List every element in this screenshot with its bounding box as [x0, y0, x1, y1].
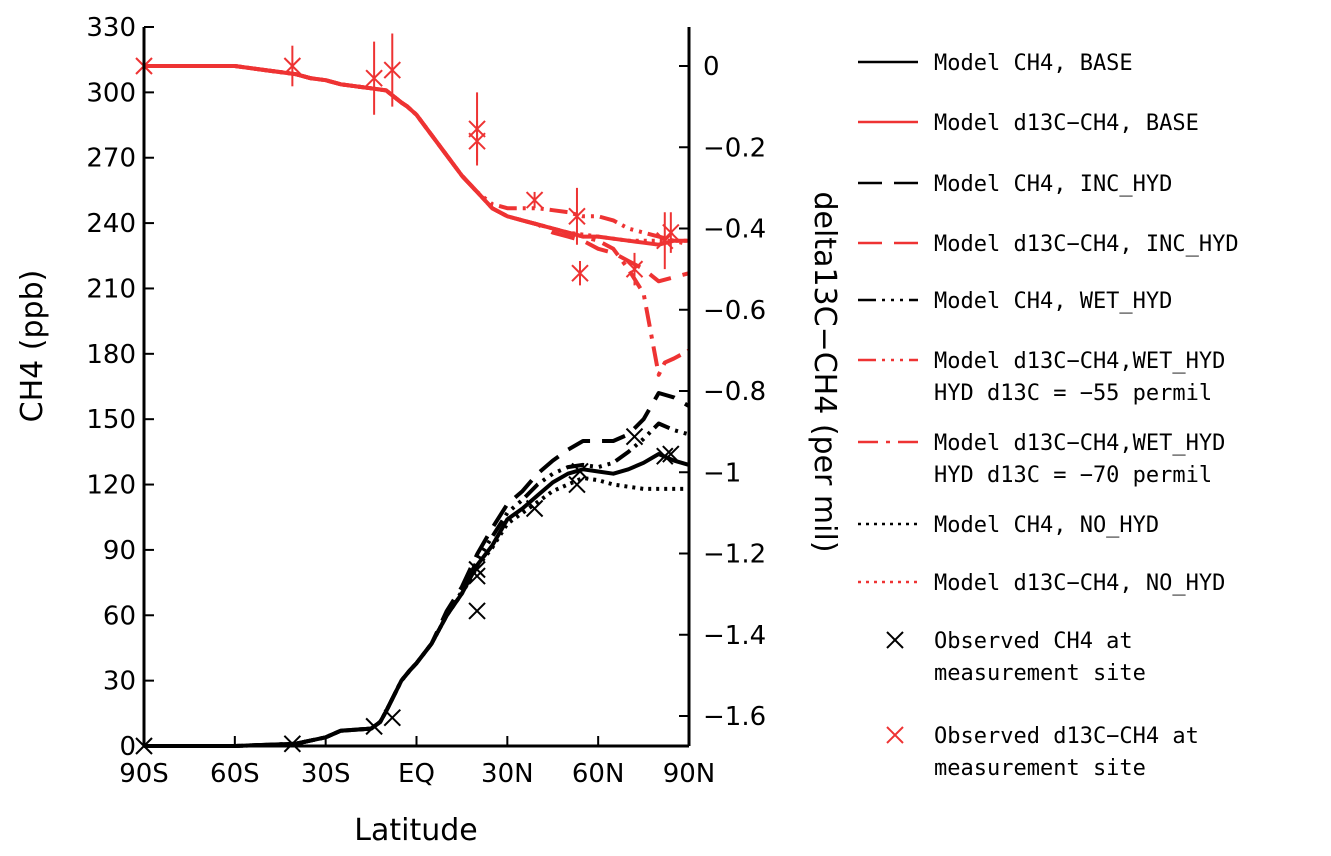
observed-d13c-marker: [568, 207, 586, 226]
legend-label: Model d13C−CH4, BASE: [934, 111, 1199, 136]
observed-ch4-marker: [525, 499, 544, 518]
x-tick-label: EQ: [398, 759, 435, 789]
legend-item: Model d13C−CH4, NO_HYD: [858, 571, 1225, 596]
legend-label: Model d13C−CH4, NO_HYD: [934, 571, 1225, 596]
observed-ch4-marker: [656, 447, 674, 465]
y-right-tick-label: 0: [703, 52, 720, 82]
legend-item: Model d13C−CH4,WET_HYD HYD d13C = −70 per…: [858, 431, 1225, 488]
legend-label: Model CH4, BASE: [934, 51, 1133, 76]
y-axis-left: 0 30 60 90 120 150 180 210 240 270 300 330: [86, 13, 154, 762]
y-left-tick-label: 150: [86, 405, 136, 435]
observed-ch4-marker: [571, 462, 589, 481]
plot-area: [135, 33, 690, 755]
y-axis-right-title: delta13C−CH4 (per mil): [807, 191, 842, 552]
y-left-tick-label: 210: [86, 274, 136, 304]
y-left-tick-label: 300: [86, 78, 136, 108]
observed-ch4-marker: [468, 567, 486, 585]
legend-marker: [886, 726, 904, 744]
y-left-tick-label: 60: [103, 601, 136, 631]
x-tick-label: 90S: [119, 759, 169, 789]
y-right-tick-label: −1.6: [703, 702, 766, 732]
legend-label: Observed CH4 at: [934, 629, 1133, 654]
series-line-6: [144, 64, 690, 377]
series-line-7: [144, 476, 689, 748]
legend-label: Model d13C−CH4,WET_HYD: [934, 349, 1225, 374]
y-left-tick-label: 240: [86, 209, 136, 239]
observed-ch4-marker: [568, 475, 586, 494]
legend-item: Model CH4, BASE: [858, 51, 1133, 76]
y-left-tick-label: 90: [103, 536, 136, 566]
y-axis-right: 0 −0.2 −0.4 −0.6 −0.8 −1 −1.2 −1.4 −1.6: [679, 27, 766, 746]
observed-ch4-marker: [625, 427, 644, 446]
legend-label: Model CH4, INC_HYD: [934, 172, 1172, 197]
observed-d13c-marker: [662, 223, 680, 242]
y-left-tick-label: 270: [86, 144, 136, 174]
legend-label: HYD d13C = −70 permil: [934, 463, 1212, 488]
x-tick-label: 60N: [572, 759, 625, 789]
x-tick-label: 90N: [663, 759, 716, 789]
observed-d13c-marker: [283, 57, 302, 75]
y-left-tick-label: 30: [103, 667, 136, 697]
observed-ch4-marker: [383, 708, 401, 727]
observed-d13c-marker: [571, 264, 589, 282]
series-line-2: [144, 391, 690, 748]
legend-label: HYD d13C = −55 permil: [934, 381, 1212, 406]
observed-ch4-marker: [468, 560, 486, 579]
y-right-tick-label: −0.8: [703, 377, 766, 407]
observed-d13c-marker: [383, 61, 401, 79]
observed-ch4-marker: [468, 602, 486, 620]
observed-d13c-marker: [525, 191, 544, 209]
legend-label: measurement site: [934, 756, 1146, 781]
series-line-5: [144, 64, 690, 247]
legend-item: Model CH4, INC_HYD: [858, 172, 1172, 197]
y-right-tick-label: −1: [703, 458, 741, 488]
y-left-tick-label: 120: [86, 471, 136, 501]
y-axis-left-title: CH4 (ppb): [15, 270, 50, 423]
y-right-tick-label: −1.4: [703, 621, 766, 651]
y-right-tick-label: −0.2: [703, 133, 766, 163]
x-tick-label: 30S: [301, 759, 351, 789]
legend: Model CH4, BASE Model d13C−CH4, BASE Model…: [858, 51, 1239, 781]
x-tick-label: 30N: [481, 759, 534, 789]
y-right-tick-label: −0.4: [703, 215, 766, 245]
legend-item: Observed d13C−CH4 at measurement site: [886, 724, 1199, 781]
observed-d13c-marker: [468, 132, 486, 150]
y-right-tick-label: −1.2: [703, 540, 766, 570]
legend-label: Observed d13C−CH4 at: [934, 724, 1199, 749]
legend-label: Model CH4, NO_HYD: [934, 513, 1159, 538]
legend-item: Model d13C−CH4,WET_HYD HYD d13C = −55 per…: [858, 349, 1225, 406]
observed-ch4-marker: [283, 735, 302, 753]
legend-label: measurement site: [934, 661, 1146, 686]
y-right-tick-label: −0.6: [703, 296, 766, 326]
y-left-tick-label: 0: [119, 732, 136, 762]
x-axis: 90S 60S 30S EQ 30N 60N 90N: [119, 736, 715, 789]
legend-marker: [886, 631, 904, 649]
observed-ch4-marker: [365, 717, 383, 736]
legend-item: Model d13C−CH4, BASE: [858, 111, 1199, 136]
series-line-4: [144, 421, 690, 748]
y-left-tick-label: 330: [86, 13, 136, 43]
observed-d13c-marker: [625, 260, 644, 278]
x-tick-label: 60S: [210, 759, 260, 789]
observed-d13c-marker: [365, 69, 383, 87]
legend-label: Model CH4, WET_HYD: [934, 289, 1172, 314]
legend-item: Model CH4, NO_HYD: [858, 513, 1159, 538]
x-axis-title: Latitude: [354, 813, 477, 848]
series-line-0: [144, 452, 690, 748]
y-left-tick-label: 180: [86, 340, 136, 370]
series-line-8: [144, 64, 689, 243]
legend-item: Model CH4, WET_HYD: [858, 289, 1172, 314]
legend-label: Model d13C−CH4, INC_HYD: [934, 232, 1239, 257]
series-line-3: [144, 64, 690, 284]
legend-label: Model d13C−CH4,WET_HYD: [934, 431, 1225, 456]
legend-item: Observed CH4 at measurement site: [886, 629, 1146, 686]
legend-item: Model d13C−CH4, INC_HYD: [858, 232, 1239, 257]
observed-ch4-marker: [662, 445, 680, 463]
